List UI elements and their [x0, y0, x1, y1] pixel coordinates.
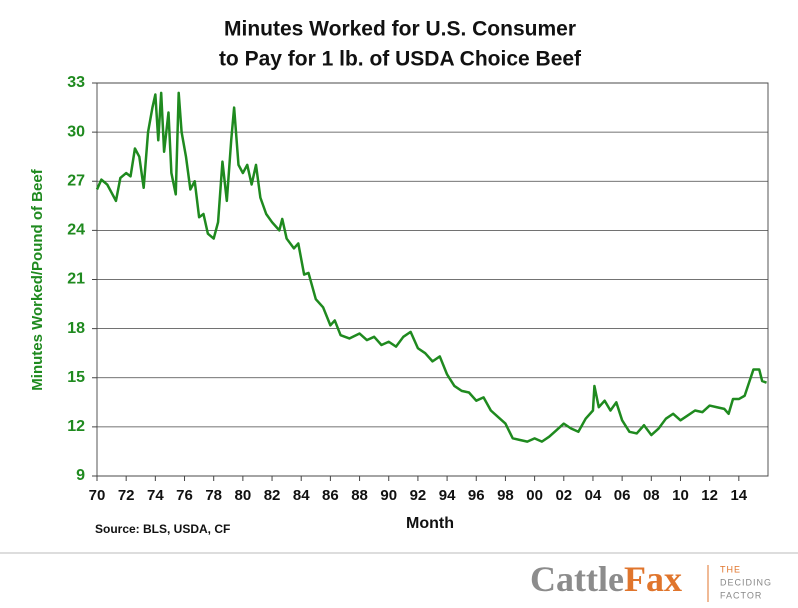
x-tick-label: 88: [351, 487, 368, 504]
x-tick-label: 80: [235, 487, 252, 504]
x-tick-label: 84: [293, 487, 310, 504]
chart-title: to Pay for 1 lb. of USDA Choice Beef: [219, 48, 582, 71]
y-axis-label: Minutes Worked/Pound of Beef: [29, 168, 46, 390]
brand-part: Fax: [624, 559, 682, 599]
y-tick-label: 27: [67, 172, 85, 189]
x-tick-label: 70: [89, 487, 106, 504]
y-tick-label: 9: [76, 467, 85, 484]
x-tick-label: 90: [380, 487, 397, 504]
y-tick-label: 30: [67, 123, 85, 140]
x-tick-label: 00: [526, 487, 543, 504]
tagline: FACTOR: [720, 590, 762, 600]
x-tick-label: 08: [643, 487, 660, 504]
y-tick-label: 15: [67, 369, 85, 386]
y-tick-label: 12: [67, 418, 85, 435]
x-tick-label: 10: [672, 487, 689, 504]
tagline: DECIDING: [720, 577, 772, 587]
x-tick-label: 14: [730, 487, 747, 504]
x-tick-label: 72: [118, 487, 135, 504]
y-tick-label: 18: [67, 320, 85, 337]
x-tick-label: 94: [439, 487, 456, 504]
chart-title: Minutes Worked for U.S. Consumer: [224, 18, 576, 41]
x-tick-label: 92: [410, 487, 427, 504]
y-tick-label: 24: [67, 222, 85, 239]
x-tick-label: 86: [322, 487, 339, 504]
y-tick-label: 21: [67, 271, 85, 288]
x-tick-label: 98: [497, 487, 514, 504]
x-tick-label: 82: [264, 487, 281, 504]
x-axis-label: Month: [406, 515, 454, 532]
x-tick-label: 04: [585, 487, 602, 504]
brand-logo: CattleFax: [530, 559, 682, 599]
tagline: THE: [720, 564, 741, 574]
source: Source: BLS, USDA, CF: [95, 522, 230, 536]
x-tick-label: 02: [555, 487, 572, 504]
x-tick-label: 78: [205, 487, 222, 504]
y-tick-label: 33: [67, 74, 85, 91]
x-tick-label: 74: [147, 487, 164, 504]
x-tick-label: 06: [614, 487, 631, 504]
x-tick-label: 96: [468, 487, 485, 504]
brand-part: Cattle: [530, 559, 624, 599]
x-tick-label: 12: [701, 487, 718, 504]
x-tick-label: 76: [176, 487, 193, 504]
data-line: [95, 91, 767, 443]
